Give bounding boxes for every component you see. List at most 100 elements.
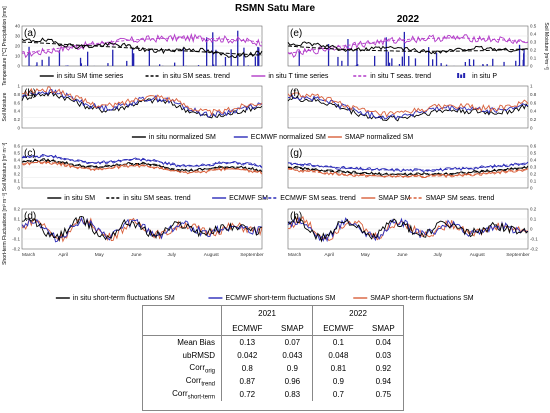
precip-bar <box>159 64 161 66</box>
table-row-label: Mean Bias <box>177 338 215 347</box>
y-axis-label: Temperature [°C] Precipitation [mm] <box>2 6 8 86</box>
table-cell: 0.048 <box>312 349 364 362</box>
series-line-insitu-fluctuation <box>287 215 529 243</box>
y-tick-label: 0 <box>17 126 20 131</box>
series-line-insitu-sm <box>287 165 529 177</box>
y-tick-label: 0 <box>17 186 20 191</box>
y-tick-label: 0.2 <box>530 207 537 212</box>
precip-bar <box>237 30 239 66</box>
table-cell: 0.7 <box>312 388 364 401</box>
precip-bar <box>435 52 438 66</box>
precip-bar <box>398 64 401 66</box>
y-tick-label: 0.2 <box>14 207 21 212</box>
table-cell: 0.8 <box>220 362 273 375</box>
precip-bar <box>48 56 50 66</box>
y-tick-label: 0.4 <box>14 109 21 114</box>
precip-bar <box>257 46 259 66</box>
legend-label: in situ SM seas. trend <box>163 73 230 80</box>
legend-label: SMAP SM <box>378 195 410 202</box>
legend-item: in situ normalized SM <box>131 134 216 141</box>
panel-a: (a) 0 10 20 30 40 <box>15 24 263 69</box>
precip-bar <box>84 65 86 66</box>
table-row-label: Corrtrend <box>185 375 215 388</box>
series-line-temperature <box>287 34 529 58</box>
table-product: SMAP <box>363 321 403 336</box>
table-cell: 0.07 <box>284 338 301 347</box>
y-tick-label: 0.3 <box>530 165 537 170</box>
y-tick-label: 0 <box>530 227 533 232</box>
y-tick-label: 0.5 <box>14 151 21 156</box>
table-row: Corrshort-term 0.72 0.83 0.7 0.75 <box>143 388 403 401</box>
precip-bar <box>391 58 393 66</box>
table-cell: 0.13 <box>220 335 273 349</box>
precip-bar <box>503 61 505 66</box>
series-line-insitu-sm-trend <box>287 45 529 52</box>
table-cell: 0.75 <box>375 390 392 399</box>
precip-bar <box>374 55 376 66</box>
panel-letter: (h) <box>290 211 302 222</box>
y-tick-label: -0.1 <box>12 237 20 242</box>
table-row: Corrtrend 0.87 0.96 0.9 0.94 <box>143 375 403 388</box>
precip-bar <box>401 56 403 66</box>
y-tick-label: 0 <box>17 64 20 69</box>
precip-bar <box>148 49 150 66</box>
panel-g: (g) 0 0.1 0.2 0.3 0.4 0.5 0.6 <box>287 144 537 191</box>
series-line-smap-sm-trend <box>21 161 263 174</box>
y-tick-label: 0 <box>530 186 533 191</box>
y-tick-label: 0.1 <box>530 179 537 184</box>
y-tick-label: 0.3 <box>14 165 21 170</box>
y-axis-label: Soil Moisture [m³ m⁻³] <box>2 142 8 191</box>
precip-bar <box>473 59 475 66</box>
y-tick-label: 0.4 <box>530 32 537 37</box>
series-line-temperature-trend <box>287 37 529 54</box>
table-row: Mean Bias 0.13 0.07 0.1 0.04 <box>143 335 403 349</box>
series-line-ecmwf-normalized <box>287 93 529 120</box>
y-tick-label: -0.2 <box>530 247 538 252</box>
table-header-products: ECMWF SMAP ECMWF SMAP <box>143 321 403 336</box>
legend-item: ECMWF short-term fluctuations SM <box>208 295 336 302</box>
series-line-ecmwf-fluctuation <box>21 216 263 243</box>
precip-bar <box>67 65 69 66</box>
table-cell: 0.04 <box>375 338 392 347</box>
y-tick-label: 0.2 <box>14 117 21 122</box>
precip-bar <box>385 37 387 66</box>
legend-item: in situ SM seas. trend <box>106 195 191 202</box>
y-tick-label: 0 <box>17 227 20 232</box>
table-cell: 0.92 <box>375 364 392 373</box>
legend-swatch <box>463 73 466 78</box>
precip-bar <box>258 47 260 66</box>
legend-label: in situ T time series <box>268 73 329 80</box>
month-tick-label: September <box>240 252 264 258</box>
precip-bar <box>357 64 359 66</box>
precip-bar <box>515 60 517 66</box>
y-tick-label: 0.1 <box>530 217 537 222</box>
series-line-smap-sm-trend <box>287 168 529 177</box>
panel-letter: (d) <box>24 211 36 222</box>
legend-label: ECMWF normalized SM <box>251 134 326 141</box>
precip-bar <box>212 32 214 66</box>
legend-item: SMAP short-term fluctuations SM <box>353 295 474 302</box>
y-tick-label: 10 <box>15 54 21 59</box>
table-cell: 0.03 <box>375 351 392 360</box>
y-tick-label: 0.2 <box>14 172 21 177</box>
legend-label: in situ short-term fluctuations SM <box>73 295 175 302</box>
figure-title: RSMN Satu Mare <box>235 3 315 14</box>
precip-bar <box>247 65 249 66</box>
series-line-temperature-trend <box>21 37 263 54</box>
precip-bar <box>298 50 300 66</box>
panel-letter: (e) <box>290 28 302 39</box>
y-tick-label: 0.3 <box>530 40 537 45</box>
panel-f: (f) 0 0.2 0.4 0.6 0.8 1 <box>287 84 537 131</box>
month-tick-label: March <box>22 252 36 258</box>
legend-swatch <box>457 73 460 78</box>
year-label-2022: 2022 <box>397 14 420 25</box>
year-label-2021: 2021 <box>131 14 154 25</box>
y-tick-label: 0.6 <box>530 100 537 105</box>
legend-item: in situ P <box>457 73 497 80</box>
precip-bar <box>131 48 134 66</box>
precip-bar <box>347 39 349 66</box>
table-row-label: Corrshort-term <box>172 388 215 401</box>
table-year-2021: 2021 <box>220 306 313 321</box>
table-row-label: ubRMSD <box>182 351 215 360</box>
